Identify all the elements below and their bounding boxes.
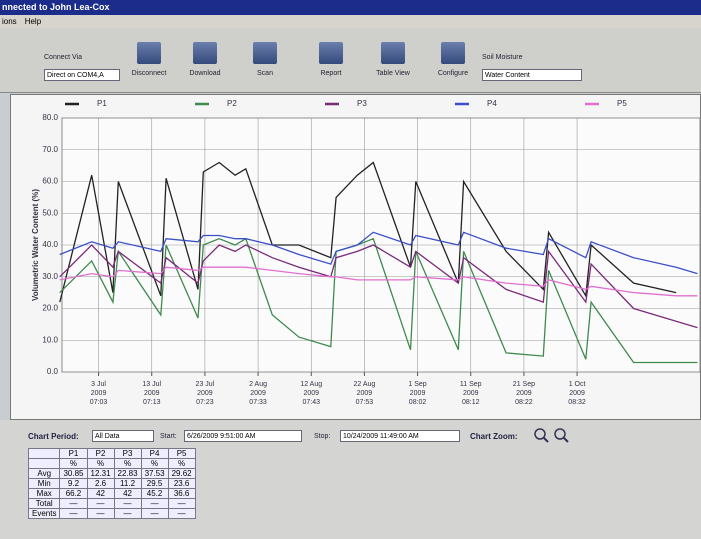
row-header: Avg xyxy=(29,469,60,479)
value-cell: 42 xyxy=(114,489,141,499)
chart: Volumetric Water Content (%) 0.0 10.0 20.0… xyxy=(0,0,701,420)
label: Stop: xyxy=(314,433,330,440)
x-tick-label: 23 Jul 2009 07:23 xyxy=(185,380,225,407)
table-row: Total————— xyxy=(29,499,196,509)
bottom-panel: Chart Period: All Data Start: 6/26/2009 … xyxy=(0,420,701,539)
value-cell: 23.6 xyxy=(168,479,195,489)
y-tick-label: 60.0 xyxy=(42,177,58,186)
date-input[interactable]: 6/26/2009 9:51:00 AM xyxy=(184,430,302,442)
x-tick-label: 1 Sep 2009 08:02 xyxy=(398,380,438,407)
date-input[interactable]: 10/24/2009 11:49:00 AM xyxy=(340,430,460,442)
value-cell: 36.6 xyxy=(168,489,195,499)
zoom-buttons[interactable] xyxy=(532,426,572,444)
units-row: %%%%% xyxy=(29,459,196,469)
value-cell: 45.2 xyxy=(141,489,168,499)
value-cell: — xyxy=(87,509,114,519)
value-cell: — xyxy=(60,499,87,509)
x-tick-label: 3 Jul 2009 07:03 xyxy=(79,380,119,407)
value-cell: 22.83 xyxy=(114,469,141,479)
y-tick-label: 0.0 xyxy=(47,367,59,376)
legend-label: P2 xyxy=(227,99,237,108)
y-tick-label: 30.0 xyxy=(42,272,58,281)
table-row: Events————— xyxy=(29,509,196,519)
column-header: P3 xyxy=(114,449,141,459)
row-header: Total xyxy=(29,499,60,509)
x-tick-label: 22 Aug 2009 07:53 xyxy=(344,380,384,407)
row-header: Events xyxy=(29,509,60,519)
unit-cell: % xyxy=(141,459,168,469)
cell xyxy=(29,459,60,469)
value-cell: — xyxy=(168,509,195,519)
y-tick-label: 20.0 xyxy=(42,304,58,313)
value-cell: 12.31 xyxy=(87,469,114,479)
dropdown[interactable]: All Data xyxy=(92,430,154,442)
cell xyxy=(29,449,60,459)
label: Chart Zoom: xyxy=(470,432,518,441)
value-cell: 66.2 xyxy=(60,489,87,499)
value-cell: — xyxy=(60,509,87,519)
value-cell: 42 xyxy=(87,489,114,499)
unit-cell: % xyxy=(168,459,195,469)
value-cell: — xyxy=(87,499,114,509)
unit-cell: % xyxy=(114,459,141,469)
column-header: P2 xyxy=(87,449,114,459)
value-cell: — xyxy=(114,499,141,509)
app-window: nnected to John Lea-Cox ionsHelp Connect… xyxy=(0,0,701,539)
value-cell: — xyxy=(168,499,195,509)
x-tick-label: 11 Sep 2009 08:12 xyxy=(451,380,491,407)
table-row: Avg30.8512.3122.8337.5329.62 xyxy=(29,469,196,479)
column-header: P4 xyxy=(141,449,168,459)
y-tick-label: 50.0 xyxy=(42,208,58,217)
x-tick-label: 1 Oct 2009 08:32 xyxy=(557,380,597,407)
legend-label: P4 xyxy=(487,99,497,108)
y-tick-label: 40.0 xyxy=(42,240,58,249)
legend-label: P3 xyxy=(357,99,367,108)
y-tick-label: 80.0 xyxy=(42,113,58,122)
unit-cell: % xyxy=(60,459,87,469)
value-cell: 30.85 xyxy=(60,469,87,479)
value-cell: 29.62 xyxy=(168,469,195,479)
value-cell: — xyxy=(114,509,141,519)
y-axis-label: Volumetric Water Content (%) xyxy=(31,189,40,301)
x-tick-label: 13 Jul 2009 07:13 xyxy=(132,380,172,407)
y-tick-label: 70.0 xyxy=(42,145,58,154)
x-tick-label: 2 Aug 2009 07:33 xyxy=(238,380,278,407)
value-cell: — xyxy=(141,499,168,509)
zoom-in[interactable] xyxy=(535,429,545,439)
label: Start: xyxy=(160,433,177,440)
value-cell: 9.2 xyxy=(60,479,87,489)
y-tick-label: 10.0 xyxy=(42,335,58,344)
zoom-out[interactable] xyxy=(555,429,565,439)
unit-cell: % xyxy=(87,459,114,469)
x-tick-label: 21 Sep 2009 08:22 xyxy=(504,380,544,407)
value-cell: 11.2 xyxy=(114,479,141,489)
column-header: P1 xyxy=(60,449,87,459)
row-header: Max xyxy=(29,489,60,499)
label: Chart Period: xyxy=(28,432,79,441)
column-header: P5 xyxy=(168,449,195,459)
x-tick-label: 12 Aug 2009 07:43 xyxy=(291,380,331,407)
value-cell: — xyxy=(141,509,168,519)
value-cell: 2.6 xyxy=(87,479,114,489)
value-cell: 37.53 xyxy=(141,469,168,479)
row-header: Min xyxy=(29,479,60,489)
legend-label: P5 xyxy=(617,99,627,108)
legend-label: P1 xyxy=(97,99,107,108)
value-cell: 29.5 xyxy=(141,479,168,489)
